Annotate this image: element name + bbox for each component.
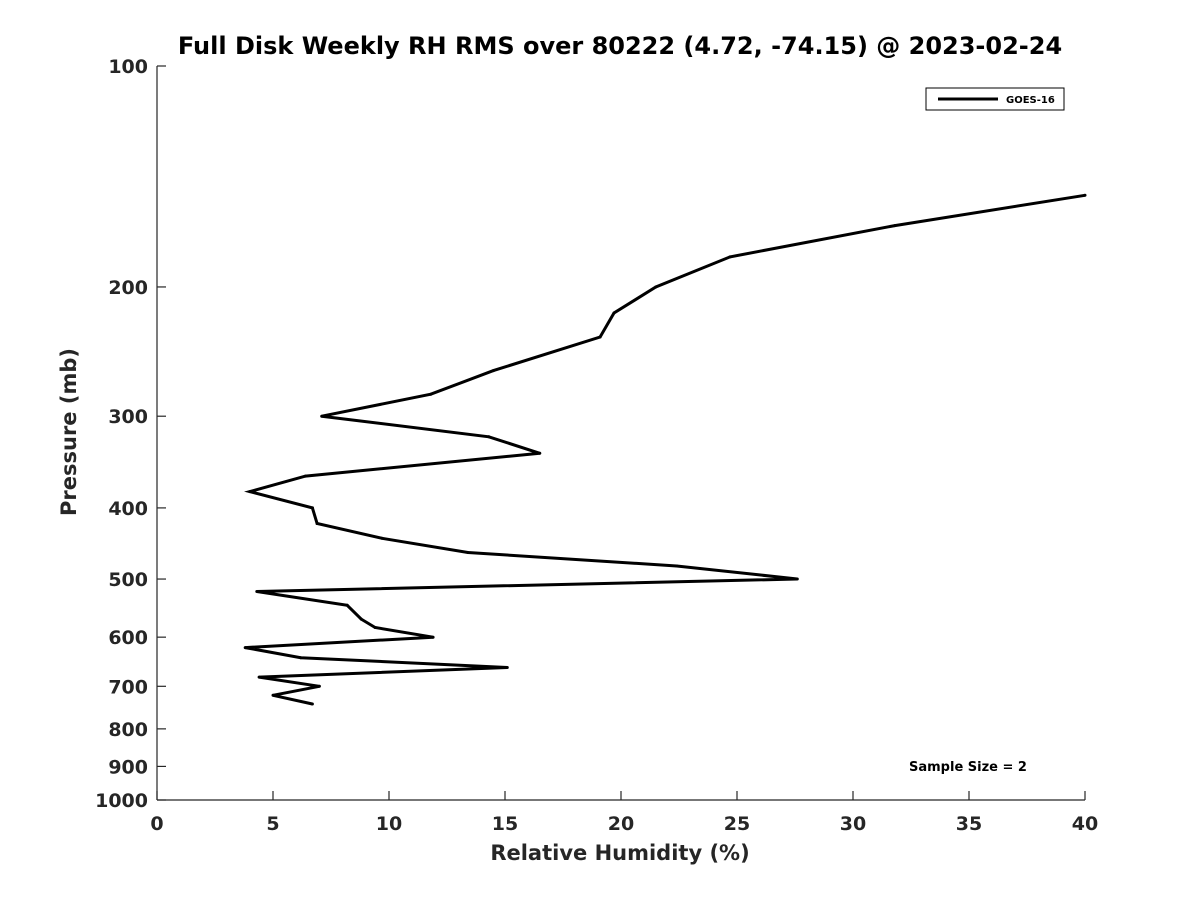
- data-point: [380, 536, 384, 540]
- legend-label-goes-16: GOES-16: [1006, 95, 1055, 106]
- series-line-goes-16: [244, 193, 1086, 706]
- data-point: [795, 577, 799, 581]
- y-tick-label: 400: [108, 498, 148, 520]
- data-point: [317, 684, 321, 688]
- x-tick-label: 0: [150, 813, 163, 835]
- data-point: [431, 635, 435, 639]
- data-point: [538, 451, 542, 455]
- y-axis-ticks: 100 200 300 400 500 600 700 800 900 1000: [95, 56, 166, 812]
- y-tick-label: 300: [108, 406, 148, 428]
- x-tick-label: 5: [266, 813, 279, 835]
- y-axis-label: Pressure (mb): [57, 348, 81, 516]
- data-point: [257, 675, 261, 679]
- data-point: [310, 702, 314, 706]
- data-point: [429, 392, 433, 396]
- x-axis-ticks: 0 5 10 15 20 25 30 35 40: [150, 791, 1098, 835]
- data-point: [243, 646, 247, 650]
- x-tick-label: 25: [724, 813, 750, 835]
- data-point: [491, 369, 495, 373]
- data-point: [466, 551, 470, 554]
- y-tick-label: 900: [108, 756, 148, 778]
- x-tick-label: 10: [376, 813, 402, 835]
- data-point: [373, 626, 377, 629]
- sample-size-annotation: Sample Size = 2: [909, 760, 1027, 775]
- x-axis-label: Relative Humidity (%): [490, 841, 749, 865]
- data-point: [675, 564, 679, 568]
- chart-title: Full Disk Weekly RH RMS over 80222 (4.72…: [178, 32, 1062, 60]
- data-point: [612, 311, 616, 315]
- data-point: [728, 255, 732, 259]
- legend: GOES-16: [925, 87, 1065, 111]
- y-tick-label: 100: [108, 56, 148, 78]
- data-point: [310, 506, 314, 510]
- y-tick-label: 600: [108, 627, 148, 649]
- x-tick-label: 20: [608, 813, 634, 835]
- y-tick-label: 500: [108, 569, 148, 591]
- data-point: [299, 656, 303, 660]
- y-tick-label: 200: [108, 277, 148, 299]
- data-point: [1083, 193, 1087, 197]
- x-tick-label: 15: [492, 813, 518, 835]
- y-tick-label: 800: [108, 719, 148, 741]
- series-layer: [243, 193, 1087, 706]
- data-point: [505, 666, 509, 669]
- data-point: [487, 435, 491, 439]
- data-point: [893, 224, 897, 228]
- x-tick-label: 40: [1072, 813, 1098, 835]
- y-tick-label: 700: [108, 676, 148, 698]
- x-tick-label: 35: [956, 813, 982, 835]
- data-point: [359, 617, 363, 621]
- data-point: [598, 335, 602, 339]
- data-point: [654, 285, 658, 289]
- x-tick-label: 30: [840, 813, 866, 835]
- data-point: [304, 474, 307, 478]
- data-point: [320, 414, 324, 418]
- data-point: [315, 522, 319, 525]
- data-point: [248, 490, 252, 494]
- data-point: [271, 693, 275, 697]
- data-point: [255, 590, 259, 593]
- y-tick-label: 1000: [95, 790, 148, 812]
- data-point: [345, 603, 349, 607]
